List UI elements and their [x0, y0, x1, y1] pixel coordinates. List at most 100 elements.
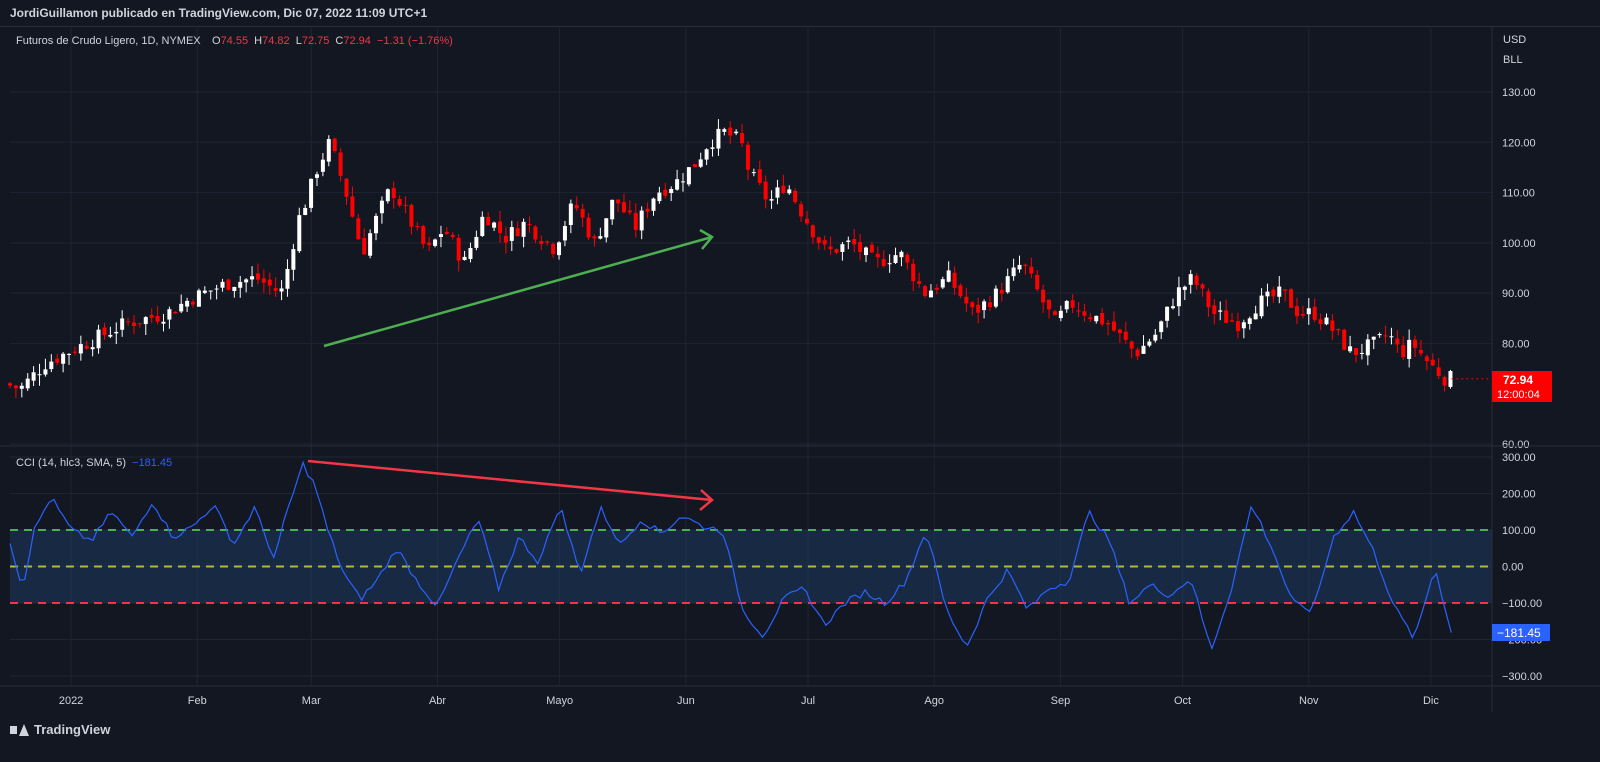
candle-body [1224, 310, 1229, 323]
candle-body [810, 225, 815, 238]
candle-body [1294, 306, 1299, 317]
candle-body [474, 236, 479, 248]
tradingview-logo[interactable]: TradingView [10, 722, 110, 737]
candle-body [675, 179, 680, 190]
candle-body [1283, 289, 1288, 291]
candle-body [745, 144, 750, 170]
candle-body [1371, 336, 1376, 340]
candle-body [61, 353, 66, 364]
candle-body [1241, 322, 1246, 329]
candle-body [486, 216, 491, 226]
green-trend-arrow [323, 235, 713, 348]
candle-body [840, 244, 845, 252]
candle-body [309, 178, 314, 208]
candle-body [368, 233, 373, 256]
last-price-badge: 72.94 12:00:04 [1492, 371, 1552, 402]
candle-body [8, 383, 12, 386]
candle-body [621, 202, 626, 213]
candle-body [338, 152, 343, 176]
candle-body [1135, 349, 1140, 357]
x-tick-label: Jun [677, 695, 695, 707]
candle-body [923, 286, 928, 296]
candle-body [545, 241, 550, 243]
candle-body [899, 251, 904, 258]
candle-body [444, 231, 449, 234]
candle-body [43, 369, 48, 375]
candle-body [108, 334, 113, 337]
candle-body [1129, 341, 1134, 349]
candle-body [49, 361, 54, 370]
candle-body [143, 317, 148, 325]
footer: TradingView [0, 712, 1600, 762]
cci-value-badge: −181.45 [1492, 624, 1550, 641]
candle-body [740, 132, 745, 144]
candle-body [1342, 329, 1347, 350]
candle-body [1430, 359, 1435, 366]
candle-body [1389, 336, 1394, 338]
candle-body [710, 147, 715, 149]
candle-body [681, 181, 686, 183]
candle-body [1171, 306, 1176, 309]
candle-body [1023, 264, 1028, 267]
candle-body [214, 288, 219, 290]
candle-body [196, 290, 201, 307]
candle-body [1064, 300, 1069, 310]
price-tick-label: 130.00 [1502, 87, 1536, 99]
candle-body [179, 303, 184, 312]
axes: 2022 Feb Mar Abr Mayo Jun Jul Ago Sep Oct Nov Dic 13… [0, 26, 1600, 712]
candle-body [722, 129, 727, 132]
candle-body [1265, 291, 1270, 297]
price-tick-label: 100.00 [1502, 238, 1536, 250]
candle-body [769, 199, 774, 201]
x-tick-label: Jul [801, 695, 815, 707]
candle-body [285, 268, 290, 289]
candle-body [1424, 356, 1429, 362]
candle-body [291, 249, 296, 270]
candle-body [1088, 317, 1093, 320]
candle-body [1247, 318, 1252, 324]
x-tick-label: Nov [1299, 695, 1319, 707]
candle-body [976, 304, 981, 313]
price-tick-label: 110.00 [1502, 188, 1535, 200]
candle-body [326, 139, 331, 162]
candle-body [1200, 284, 1205, 289]
candle-body [982, 301, 987, 311]
chart-area[interactable]: 2022 Feb Mar Abr Mayo Jun Jul Ago Sep Oct Nov Dic 13… [0, 26, 1600, 712]
candle-body [1206, 291, 1211, 308]
candle-body [155, 315, 160, 322]
cci-line [9, 460, 1452, 651]
candle-body [131, 322, 136, 326]
candle-body [391, 187, 396, 199]
candle-body [72, 351, 77, 353]
candle-body [450, 234, 455, 238]
candle-body [1418, 349, 1423, 354]
price-tick-label: 120.00 [1502, 137, 1536, 149]
candle-body [438, 234, 443, 237]
candle-body [846, 240, 851, 242]
candle-body [692, 164, 697, 168]
candle-body [480, 216, 485, 236]
candle-body [84, 345, 89, 349]
candle-body [864, 247, 869, 256]
candle-body [137, 323, 142, 325]
candle-body [208, 290, 213, 292]
candle-body [462, 256, 467, 261]
candle-body [781, 185, 786, 193]
candle-body [433, 239, 438, 246]
candle-body [1253, 313, 1258, 320]
candle-body [1070, 300, 1075, 308]
candle-body [704, 149, 709, 160]
candle-body [1218, 310, 1223, 312]
candle-body [917, 281, 922, 284]
candle-body [716, 128, 721, 149]
candle-body [633, 213, 638, 230]
candle-body [96, 329, 101, 349]
x-tick-label: Mar [302, 695, 321, 707]
candle-body [551, 243, 556, 255]
candle-body [379, 200, 384, 214]
candle-body [1153, 334, 1158, 341]
cci-tick-label: −100.00 [1502, 598, 1542, 610]
candle-body [37, 374, 42, 376]
candle-body [1324, 317, 1329, 325]
candle-body [126, 321, 131, 323]
